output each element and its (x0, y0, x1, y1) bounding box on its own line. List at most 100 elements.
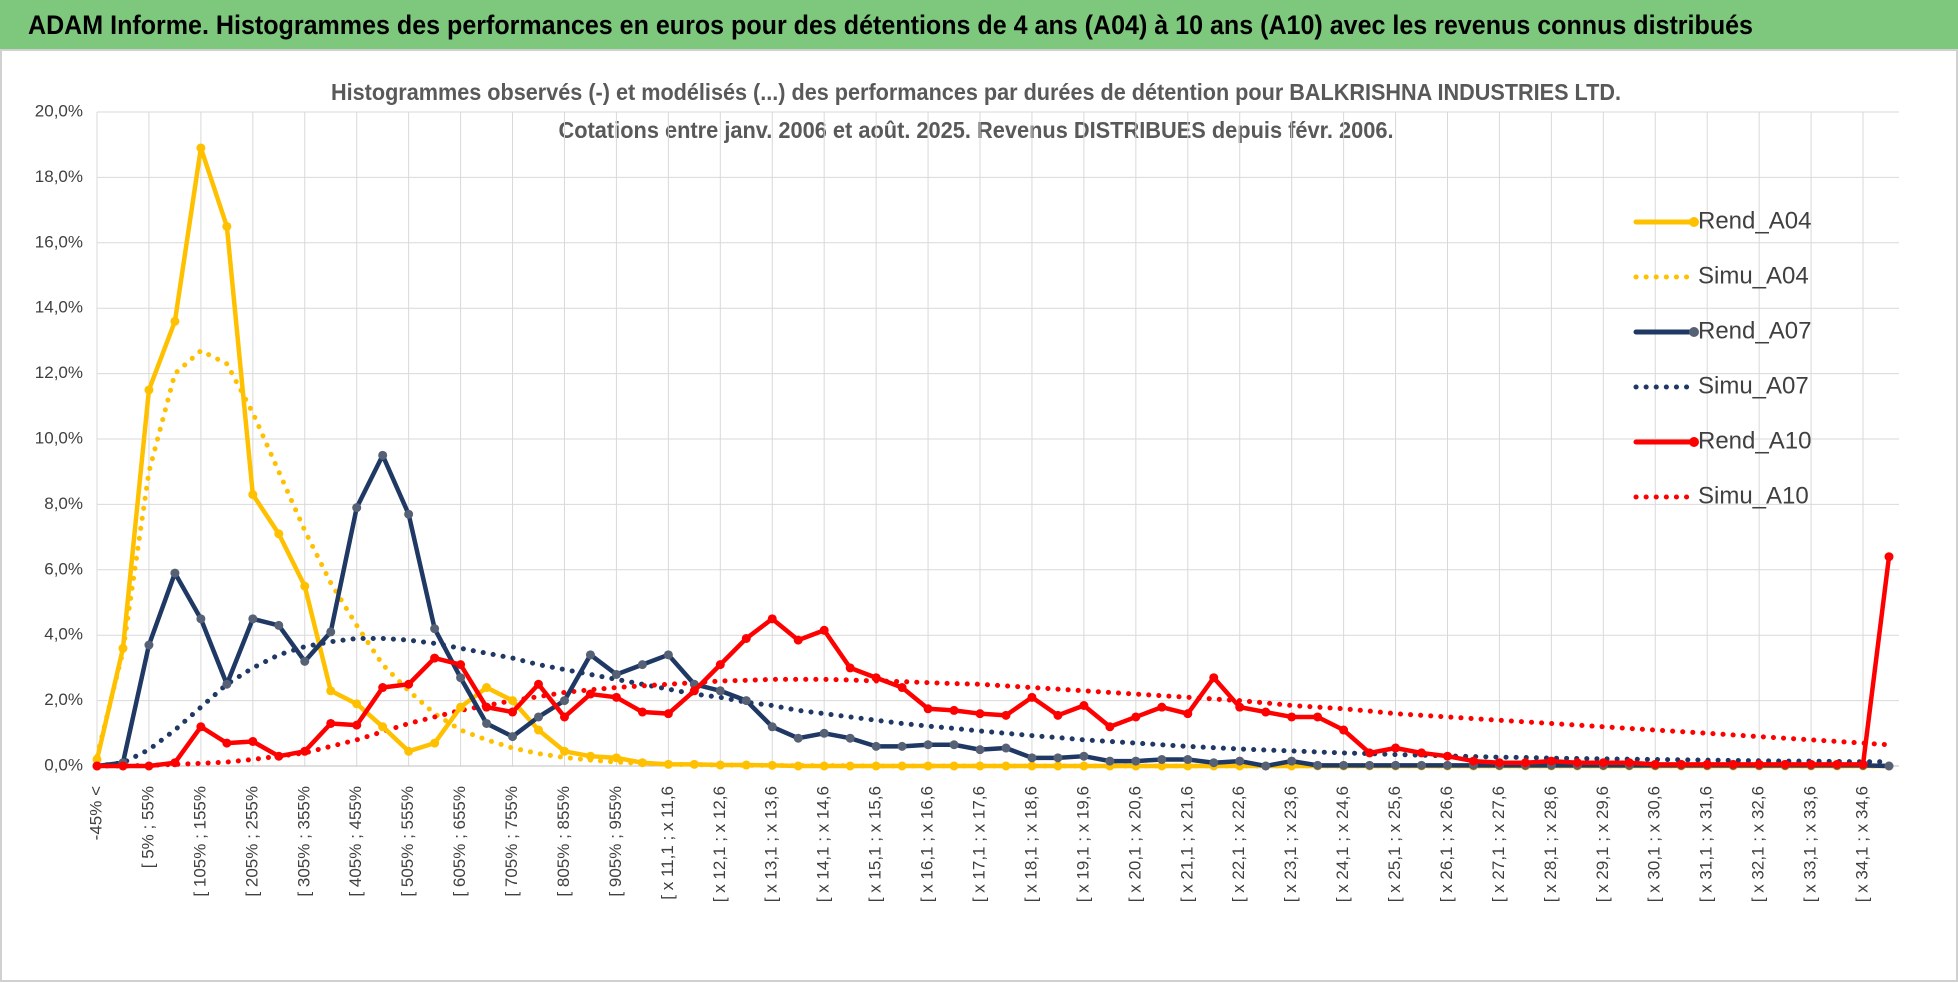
series-line (94, 676, 1892, 769)
data-point (559, 696, 569, 706)
data-point (1313, 760, 1323, 770)
data-point (611, 692, 621, 702)
data-point (559, 746, 569, 756)
data-point (1806, 759, 1816, 769)
data-point (1365, 748, 1375, 758)
chart-subtitle: Cotations entre janv. 2006 et août. 2025… (559, 117, 1394, 143)
data-point (1183, 754, 1193, 764)
data-point (637, 660, 647, 670)
data-point (663, 650, 673, 660)
data-point (378, 450, 388, 460)
data-point (144, 640, 154, 650)
legend-marker (1689, 327, 1699, 337)
data-point (92, 754, 102, 764)
data-point (482, 702, 492, 712)
data-point (274, 751, 284, 761)
data-point (1702, 759, 1712, 769)
data-point (326, 627, 336, 637)
legend-label: Rend_A10 (1698, 427, 1811, 454)
data-point (923, 740, 933, 750)
data-point (897, 741, 907, 751)
data-point (248, 614, 258, 624)
data-point (793, 733, 803, 743)
x-tick-label: [ x 25,1 ; x 25,6 (1385, 786, 1404, 902)
data-point (196, 614, 206, 624)
data-point (1417, 748, 1427, 758)
data-point (637, 758, 647, 768)
data-point (975, 709, 985, 719)
data-point (1546, 756, 1556, 766)
data-point (1391, 760, 1401, 770)
data-point (1494, 758, 1504, 768)
data-point (585, 751, 595, 761)
data-point (456, 660, 466, 670)
data-point (534, 712, 544, 722)
data-point (1442, 751, 1452, 761)
x-tick-label: [ 5% ; 55% (138, 786, 157, 868)
data-point (196, 722, 206, 732)
data-point (793, 761, 803, 771)
data-point (1468, 756, 1478, 766)
data-point (1183, 709, 1193, 719)
y-tick-label: 18,0% (35, 167, 83, 186)
data-point (1209, 758, 1219, 768)
data-point (170, 316, 180, 326)
data-point (1287, 756, 1297, 766)
data-point (404, 509, 414, 519)
data-point (559, 712, 569, 722)
data-point (352, 720, 362, 730)
data-point (1598, 758, 1608, 768)
data-point (663, 759, 673, 769)
data-point (715, 760, 725, 770)
x-tick-label: [ x 32,1 ; x 32,6 (1749, 786, 1768, 902)
x-tick-label: [ x 17,1 ; x 17,6 (969, 786, 988, 902)
x-tick-label: [ 605% ; 655% (450, 786, 469, 897)
data-point (975, 761, 985, 771)
y-tick-label: 12,0% (35, 363, 83, 382)
data-point (819, 728, 829, 738)
data-point (1624, 758, 1634, 768)
data-point (326, 686, 336, 696)
legend-label: Rend_A04 (1698, 207, 1811, 234)
data-point (715, 660, 725, 670)
data-point (1157, 761, 1167, 771)
data-point (508, 696, 518, 706)
y-tick-label: 8,0% (44, 494, 83, 513)
data-point (1131, 712, 1141, 722)
data-point (1157, 702, 1167, 712)
x-tick-label: [ x 31,1 ; x 31,6 (1697, 786, 1716, 902)
data-point (1001, 761, 1011, 771)
data-point (689, 686, 699, 696)
data-point (170, 758, 180, 768)
data-point (1261, 707, 1271, 717)
data-point (1728, 759, 1738, 769)
x-tick-label: [ x 30,1 ; x 30,6 (1645, 786, 1664, 902)
data-point (1209, 673, 1219, 683)
data-point (378, 722, 388, 732)
x-tick-label: [ x 23,1 ; x 23,6 (1281, 786, 1300, 902)
data-point (741, 760, 751, 770)
data-point (871, 673, 881, 683)
data-point (274, 529, 284, 539)
chart-title: Histogrammes observés (-) et modélisés (… (331, 79, 1621, 105)
data-point (845, 761, 855, 771)
data-point (430, 738, 440, 748)
data-point (222, 679, 232, 689)
data-point (1391, 743, 1401, 753)
data-point (949, 740, 959, 750)
data-point (1858, 759, 1868, 769)
data-point (663, 709, 673, 719)
data-point (1001, 743, 1011, 753)
x-tick-label: [ x 24,1 ; x 24,6 (1333, 786, 1352, 902)
x-tick-label: [ 805% ; 855% (554, 786, 573, 897)
x-tick-label: [ x 18,1 ; x 18,6 (1021, 786, 1040, 902)
data-point (92, 761, 102, 771)
data-point (1780, 759, 1790, 769)
data-point (1287, 712, 1297, 722)
series-line (94, 635, 1892, 769)
data-point (326, 718, 336, 728)
x-tick-label: [ x 28,1 ; x 28,6 (1541, 786, 1560, 902)
legend-label: Rend_A07 (1698, 317, 1811, 344)
data-point (1079, 751, 1089, 761)
